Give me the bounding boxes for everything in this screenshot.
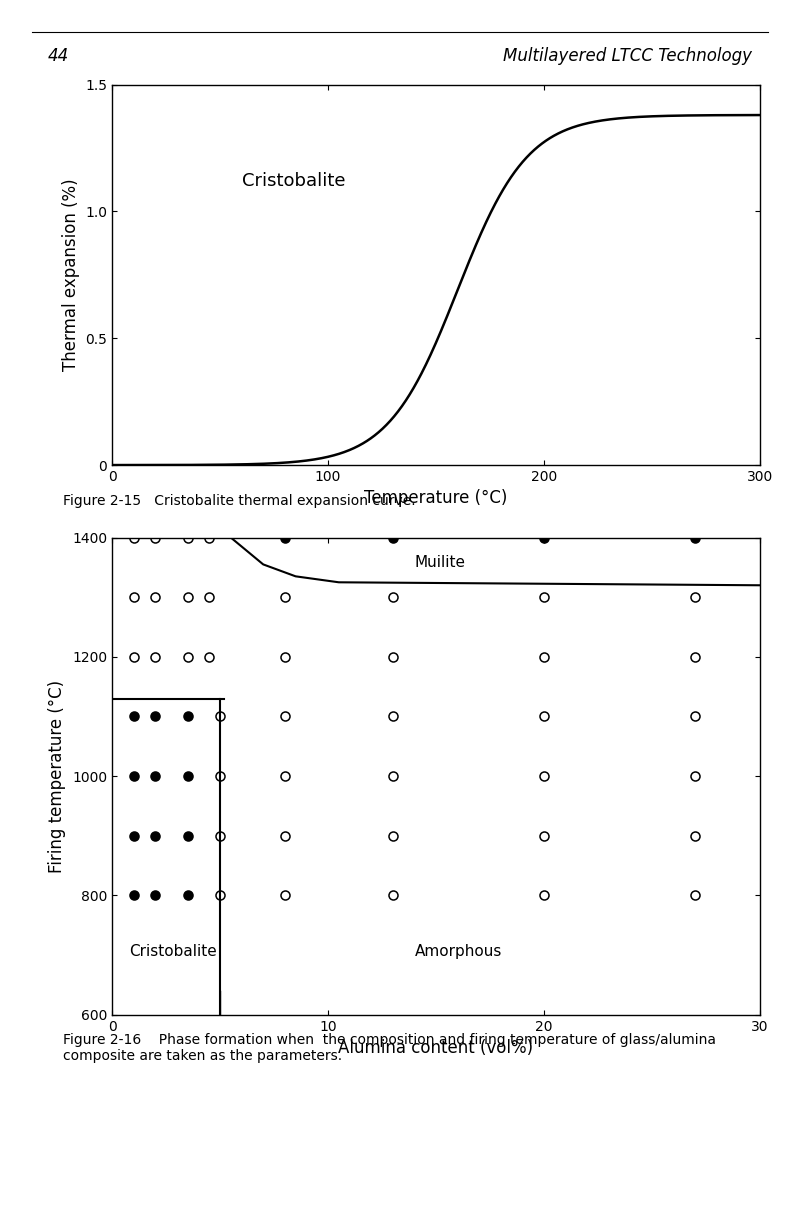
Text: Amorphous: Amorphous	[414, 945, 502, 959]
X-axis label: Alumina content (vol%): Alumina content (vol%)	[338, 1039, 534, 1057]
Text: Figure 2-15   Cristobalite thermal expansion curve.: Figure 2-15 Cristobalite thermal expansi…	[62, 494, 415, 509]
Text: Figure 2-16    Phase formation when  the composition and firing temperature of g: Figure 2-16 Phase formation when the com…	[62, 1033, 716, 1063]
Y-axis label: Thermal expansion (%): Thermal expansion (%)	[62, 179, 79, 371]
X-axis label: Temperature (°C): Temperature (°C)	[364, 489, 508, 507]
Text: Cristobalite: Cristobalite	[242, 172, 345, 190]
Text: Muilite: Muilite	[414, 556, 466, 570]
Y-axis label: Firing temperature (°C): Firing temperature (°C)	[49, 680, 66, 872]
Text: Multilayered LTCC Technology: Multilayered LTCC Technology	[503, 47, 752, 64]
Text: Cristobalite: Cristobalite	[130, 945, 217, 959]
Text: 44: 44	[48, 47, 70, 64]
